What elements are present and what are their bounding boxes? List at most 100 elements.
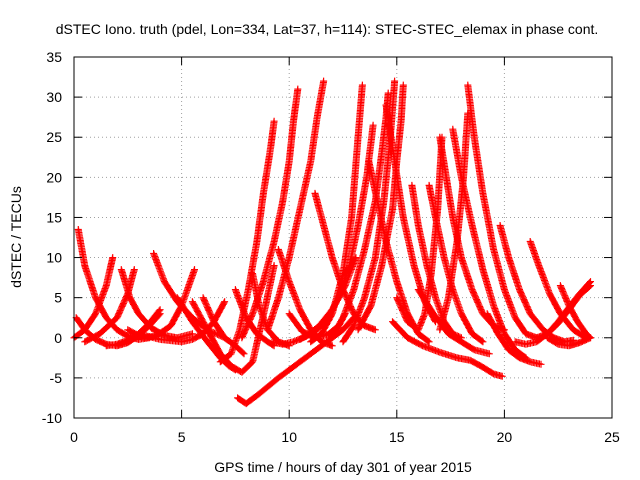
data-point xyxy=(406,336,409,339)
data-point xyxy=(400,120,403,123)
data-point xyxy=(150,327,153,330)
data-point xyxy=(331,344,334,347)
series-35 xyxy=(464,81,541,342)
data-point xyxy=(299,308,301,311)
data-point xyxy=(374,256,377,259)
data-point xyxy=(529,240,532,243)
data-point xyxy=(352,312,355,315)
data-point xyxy=(191,332,194,335)
data-point xyxy=(77,228,80,231)
data-point xyxy=(445,176,448,179)
data-point xyxy=(251,312,254,315)
data-point xyxy=(262,280,265,283)
data-point xyxy=(372,124,375,127)
series-28 xyxy=(382,101,439,326)
data-point xyxy=(423,312,426,315)
data-point xyxy=(417,224,420,227)
data-point xyxy=(212,320,215,323)
data-point xyxy=(471,224,474,227)
series-16 xyxy=(238,85,302,342)
data-point xyxy=(542,328,545,331)
data-point xyxy=(296,88,299,91)
data-point xyxy=(262,192,265,195)
data-point xyxy=(481,268,484,271)
series-14 xyxy=(234,314,358,408)
data-point xyxy=(376,200,379,203)
data-point xyxy=(451,128,454,131)
data-point xyxy=(342,340,344,343)
data-point xyxy=(546,336,549,339)
data-point xyxy=(320,340,323,343)
data-point xyxy=(255,332,258,335)
data-point xyxy=(116,316,118,319)
data-point xyxy=(438,136,441,139)
data-point xyxy=(492,372,495,375)
data-point xyxy=(357,136,360,139)
y-tick-label: 10 xyxy=(46,250,62,266)
data-point xyxy=(288,280,291,283)
data-point xyxy=(361,84,364,87)
data-point xyxy=(481,312,484,315)
data-point xyxy=(471,288,474,291)
series-36 xyxy=(449,125,530,362)
data-point xyxy=(206,328,209,331)
data-point xyxy=(540,363,542,366)
data-point xyxy=(314,192,316,195)
data-point xyxy=(245,402,248,405)
data-point xyxy=(524,332,527,335)
series-5 xyxy=(81,266,138,346)
data-point xyxy=(380,264,383,267)
data-point xyxy=(83,328,86,331)
data-point xyxy=(503,332,506,335)
data-point xyxy=(395,296,398,299)
chart-title: dSTEC Iono. truth (pdel, Lon=334, Lat=37… xyxy=(56,21,599,37)
data-point xyxy=(357,224,360,227)
axis-ticks: 0 5 10 15 20 25 -10 -5 0 5 10 15 20 25 30 35 xyxy=(42,49,620,445)
data-point xyxy=(342,316,344,319)
data-point xyxy=(393,80,396,83)
y-tick-label: 5 xyxy=(54,290,62,306)
data-point xyxy=(116,328,118,331)
data-point xyxy=(331,336,334,339)
data-point xyxy=(568,304,570,307)
data-point xyxy=(473,348,476,351)
data-point xyxy=(206,340,209,343)
data-point xyxy=(159,338,162,341)
data-point xyxy=(481,192,484,195)
data-point xyxy=(281,343,284,346)
data-point xyxy=(163,280,166,283)
data-point xyxy=(176,296,179,299)
data-point xyxy=(529,360,532,363)
data-point xyxy=(382,200,385,203)
data-point xyxy=(219,352,222,355)
data-point xyxy=(413,264,415,267)
data-point xyxy=(518,288,521,291)
data-point xyxy=(352,288,355,291)
data-point xyxy=(348,264,351,267)
data-point xyxy=(460,312,463,315)
data-point xyxy=(456,240,459,243)
data-point xyxy=(460,176,463,179)
data-point xyxy=(473,136,476,139)
data-point xyxy=(316,116,319,119)
data-point xyxy=(481,340,484,343)
data-point xyxy=(363,324,366,327)
data-point xyxy=(572,328,575,331)
data-point xyxy=(417,328,420,331)
data-point xyxy=(251,360,254,363)
data-point xyxy=(83,340,86,343)
data-point xyxy=(350,216,353,219)
data-point xyxy=(299,338,301,341)
data-point xyxy=(352,324,355,327)
data-point xyxy=(322,224,325,227)
data-point xyxy=(116,343,118,346)
data-point xyxy=(535,336,538,339)
data-point xyxy=(148,322,151,325)
data-point xyxy=(299,208,301,211)
data-point xyxy=(434,296,437,299)
data-point xyxy=(169,324,172,327)
data-point xyxy=(236,396,239,399)
y-tick-label: 20 xyxy=(46,169,62,185)
data-point xyxy=(105,284,108,287)
